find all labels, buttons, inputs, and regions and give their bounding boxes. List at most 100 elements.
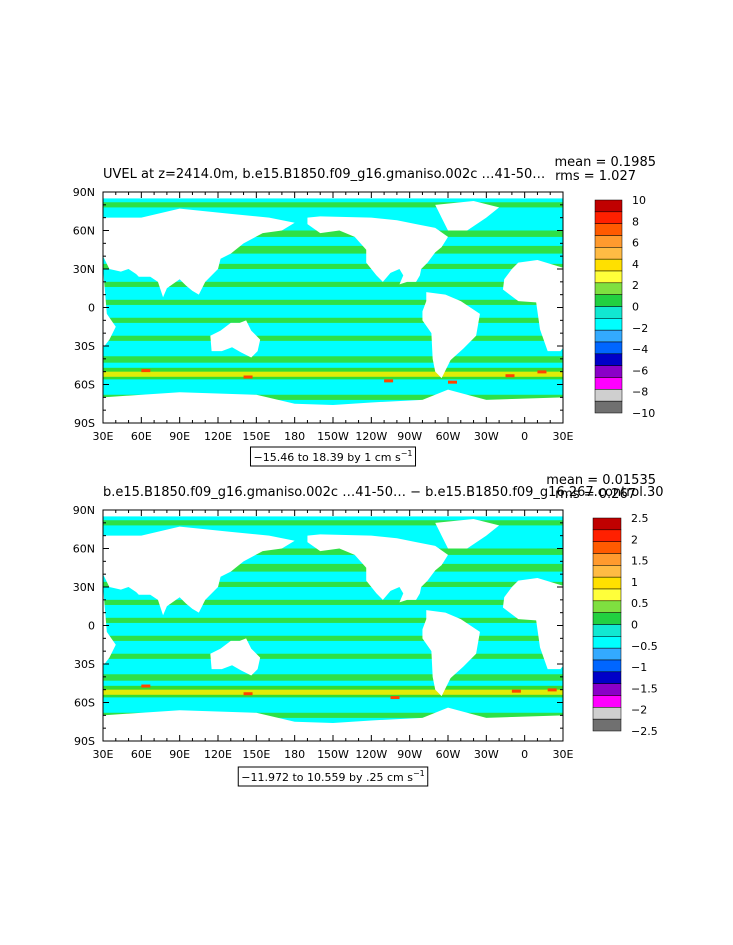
x-tick-label: 120W — [355, 430, 387, 443]
zonal-band — [103, 317, 563, 323]
y-tick-label: 30N — [73, 581, 95, 594]
stat-mean: mean = 0.01535 — [546, 473, 656, 488]
colorbar-swatch — [594, 294, 623, 307]
ocean-field — [103, 510, 563, 741]
current-extreme — [537, 370, 547, 374]
land-mask — [103, 707, 563, 741]
chart-title: UVEL at z=2414.0m, b.e15.B1850.f09_g16.g… — [103, 167, 545, 182]
x-tick-label: 30E — [93, 430, 114, 443]
colorbar-swatch — [594, 247, 623, 260]
x-tick-label: 30W — [474, 430, 499, 443]
zonal-band — [103, 674, 563, 681]
zonal-band — [103, 581, 563, 587]
x-tick-label: 180 — [284, 748, 305, 761]
x-tick-label: 150E — [242, 430, 270, 443]
panel-top: 30E 60E 90E 120E 150E 180 150W 120W 90W 60W 30W 0 30… — [73, 155, 656, 467]
acc-core — [103, 689, 563, 695]
colorbar-label: −4 — [632, 343, 648, 356]
range-box — [249, 446, 417, 467]
y-tick-label: 60S — [74, 379, 95, 392]
zonal-band — [103, 520, 563, 526]
land-mask — [210, 638, 261, 676]
current-extreme — [141, 369, 151, 373]
x-tick-label: 0 — [521, 430, 528, 443]
colorbar-swatch — [594, 318, 623, 331]
colorbar-swatch — [592, 588, 622, 602]
colorbar-swatch — [592, 600, 622, 613]
x-tick-label: 30W — [474, 748, 499, 761]
range-value: −15.46 to 18.39 by 1 cm s — [253, 451, 400, 464]
colorbar-swatch — [594, 389, 623, 402]
current-extreme — [547, 688, 557, 692]
land-mask — [103, 585, 116, 666]
land-mask — [103, 526, 295, 616]
colorbar-swatch — [594, 235, 623, 248]
y-tick-label: 90N — [73, 504, 95, 517]
colorbar-swatch — [594, 270, 623, 284]
colorbar-swatch — [594, 377, 623, 390]
colorbar-label: 4 — [632, 258, 639, 271]
y-tick-label: 90S — [74, 417, 95, 430]
colorbar-swatch — [592, 683, 622, 696]
colorbar-label: 1 — [631, 576, 638, 589]
zonal-band — [103, 599, 563, 605]
zonal-band — [103, 635, 563, 641]
colorbar-swatch — [592, 659, 622, 673]
land-mask — [435, 200, 500, 231]
colorbar-label: −2 — [631, 704, 647, 717]
zonal-band — [103, 394, 563, 400]
x-tick-label: 150W — [317, 430, 349, 443]
zonal-band — [103, 548, 563, 555]
land-mask — [307, 216, 448, 285]
zonal-band — [103, 617, 563, 623]
colorbar-swatch — [592, 541, 622, 554]
colorbar-label: 2 — [632, 279, 639, 292]
zonal-band — [103, 230, 563, 237]
colorbar-label: 6 — [632, 237, 639, 250]
land-mask — [502, 578, 563, 670]
x-tick-label: 60E — [131, 748, 152, 761]
zonal-band — [103, 563, 563, 572]
colorbar-swatch — [592, 624, 622, 637]
land-mask — [422, 610, 480, 697]
current-extreme — [243, 375, 253, 379]
y-tick-label: 30S — [74, 340, 95, 353]
colorbar-swatch — [592, 695, 622, 708]
colorbar-label: 2 — [631, 533, 638, 546]
colorbar-label: 10 — [632, 194, 646, 207]
x-tick-label: 120E — [204, 430, 232, 443]
colorbar-swatch — [594, 400, 623, 414]
colorbar-swatch — [592, 553, 622, 566]
current-extreme — [141, 684, 151, 688]
range-label: −15.46 to 18.39 by 1 cm s−1 — [249, 446, 417, 467]
range-text: −15.46 to 18.39 by 1 cm s−1 — [253, 449, 412, 464]
x-tick-label: 60E — [131, 430, 152, 443]
y-tick-label: 60N — [73, 225, 95, 238]
colorbar-label: −2 — [632, 322, 648, 335]
land-mask — [502, 260, 563, 352]
y-tick-label: 60N — [73, 543, 95, 556]
colorbar-swatch — [594, 353, 623, 366]
land-mask — [307, 534, 448, 603]
colorbar-swatch — [594, 341, 623, 355]
colorbar-swatch — [592, 529, 622, 542]
colorbar-label: 0 — [632, 301, 639, 314]
colorbar-swatch — [594, 306, 623, 319]
range-unit-superscript: −1 — [401, 449, 413, 458]
land-mask — [435, 518, 500, 549]
x-tick-label: 30E — [553, 430, 574, 443]
land-mask — [103, 267, 116, 348]
colorbar-label: 0 — [631, 619, 638, 632]
colorbar-swatch — [594, 199, 623, 213]
colorbar-label: −6 — [632, 364, 648, 377]
x-tick-label: 60W — [436, 748, 461, 761]
colorbar-swatch — [592, 517, 622, 531]
x-tick-label: 30E — [553, 748, 574, 761]
colorbar-swatch — [594, 223, 623, 236]
zonal-band — [103, 245, 563, 254]
x-tick-label: 120E — [204, 748, 232, 761]
acc-core — [103, 371, 563, 377]
colorbar: 2.5 2 1.5 1 0.5 0 −0.5 −1 −1.5 −2 −2.5 — [592, 512, 658, 738]
range-text: −11.972 to 10.559 by .25 cm s−1 — [241, 769, 425, 784]
colorbar: 10 8 6 4 2 0 −2 −4 −6 −8 −10 — [594, 194, 655, 420]
